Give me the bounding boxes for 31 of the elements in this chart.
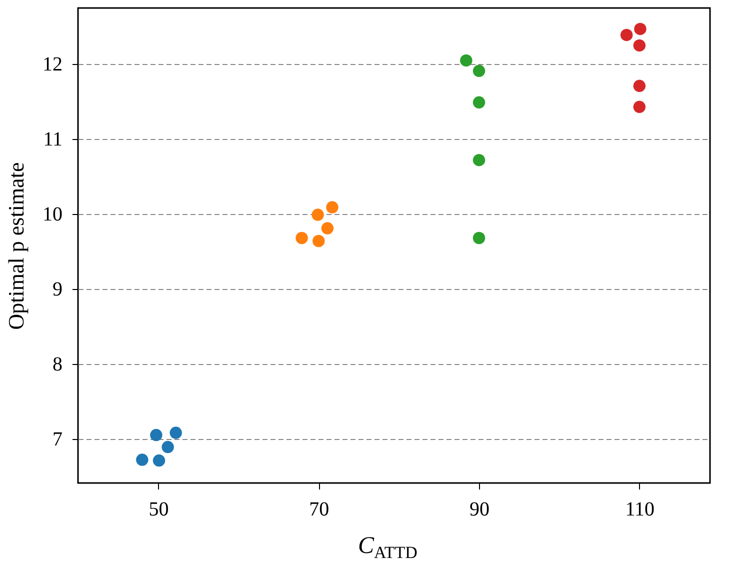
- y-axis-title: Optimal p estimate: [4, 162, 28, 330]
- x-tick-label: 110: [625, 498, 655, 520]
- point: [460, 54, 472, 67]
- point: [321, 222, 334, 234]
- y-tick-label: 7: [52, 428, 62, 450]
- point: [620, 28, 633, 42]
- point: [633, 100, 646, 114]
- point: [170, 426, 182, 439]
- y-tick-label: 10: [42, 204, 62, 226]
- y-tick-label: 11: [43, 128, 62, 151]
- y-tick-label: 12: [42, 54, 62, 76]
- point: [136, 454, 148, 466]
- point: [326, 201, 338, 214]
- x-tick-label: 90: [470, 498, 490, 520]
- point: [472, 232, 486, 244]
- point: [152, 454, 166, 467]
- point: [312, 208, 324, 221]
- point: [162, 440, 174, 454]
- point: [472, 96, 486, 109]
- point: [296, 232, 308, 244]
- x-tick-label: 70: [309, 498, 330, 520]
- y-tick-label: 8: [52, 353, 62, 376]
- point: [634, 22, 646, 36]
- point: [472, 154, 486, 166]
- point: [472, 64, 486, 78]
- x-tick-label: 50: [148, 498, 169, 520]
- y-tick-label: 9: [52, 278, 62, 300]
- point: [150, 428, 162, 442]
- point: [312, 234, 325, 248]
- point: [633, 39, 646, 52]
- point: [633, 80, 646, 92]
